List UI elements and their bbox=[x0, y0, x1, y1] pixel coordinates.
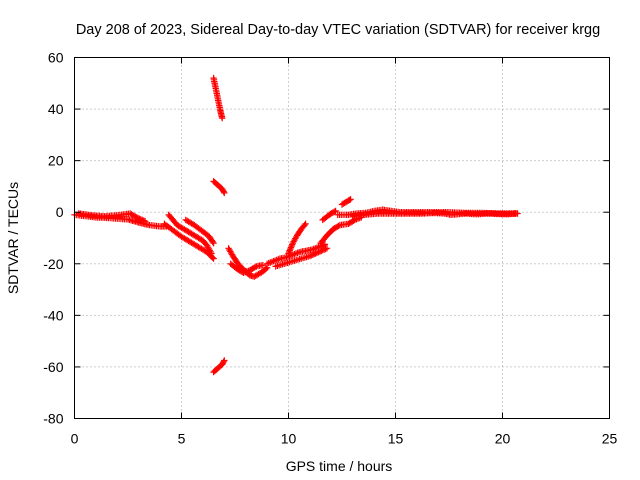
y-tick-label: 20 bbox=[48, 153, 64, 169]
data-point bbox=[312, 250, 319, 257]
data-point bbox=[251, 263, 259, 271]
data-point bbox=[301, 221, 308, 229]
x-tick-label: 0 bbox=[71, 431, 79, 447]
x-axis-label: GPS time / hours bbox=[286, 458, 393, 474]
data-point bbox=[134, 214, 142, 222]
x-tick-label: 15 bbox=[388, 431, 404, 447]
data-point bbox=[137, 216, 144, 223]
y-tick-label: 60 bbox=[48, 50, 64, 66]
data-point bbox=[141, 218, 149, 225]
data-point bbox=[323, 245, 331, 252]
y-tick-label: -40 bbox=[43, 307, 63, 323]
y-tick-label: -60 bbox=[43, 359, 63, 375]
y-tick-label: 0 bbox=[56, 204, 64, 220]
plot-frame bbox=[74, 57, 610, 419]
data-point bbox=[210, 255, 217, 262]
data-point bbox=[220, 188, 227, 195]
x-tick-label: 5 bbox=[178, 431, 186, 447]
x-tick-label: 25 bbox=[602, 431, 618, 447]
y-axis-label: SDTVAR / TECUs bbox=[5, 182, 21, 294]
axis-ticks bbox=[74, 57, 610, 419]
data-point bbox=[350, 217, 357, 224]
data-point bbox=[322, 245, 329, 253]
x-tick-label: 20 bbox=[495, 431, 511, 447]
data-point bbox=[315, 249, 322, 256]
data-point bbox=[219, 114, 226, 122]
data-point bbox=[221, 357, 228, 364]
data-point bbox=[220, 358, 227, 365]
data-point bbox=[331, 208, 338, 215]
data-point bbox=[347, 196, 354, 203]
y-tick-label: -80 bbox=[43, 411, 63, 427]
data-point bbox=[259, 261, 266, 269]
data-point bbox=[209, 238, 216, 246]
x-tick-label: 10 bbox=[281, 431, 297, 447]
chart-title: Day 208 of 2023, Sidereal Day-to-day VTE… bbox=[76, 22, 600, 38]
grid bbox=[74, 57, 610, 419]
data-point bbox=[309, 251, 316, 258]
data-points bbox=[71, 74, 521, 376]
data-point bbox=[332, 207, 339, 215]
y-tick-label: 40 bbox=[48, 101, 64, 117]
data-point bbox=[346, 196, 353, 204]
data-point bbox=[512, 210, 519, 217]
data-point bbox=[302, 220, 309, 227]
y-tick-label: -20 bbox=[43, 256, 63, 272]
data-point bbox=[335, 222, 342, 230]
data-point bbox=[209, 254, 216, 261]
data-point bbox=[210, 240, 217, 247]
data-point bbox=[262, 265, 270, 272]
data-point bbox=[318, 247, 325, 255]
data-point bbox=[221, 189, 228, 197]
axis-tick-labels: 0 5 10 15 20 25 -80 -60 -40 -20 0 20 40 60 bbox=[43, 50, 617, 447]
data-point bbox=[287, 244, 295, 251]
